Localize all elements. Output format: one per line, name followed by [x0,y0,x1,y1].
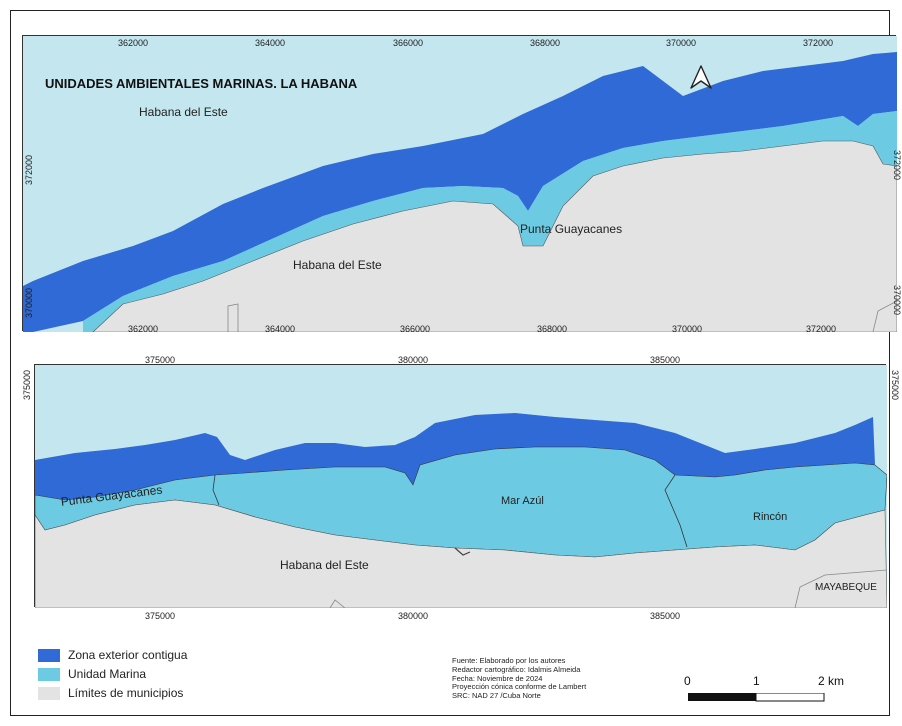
scale-label-0: 0 [684,674,691,688]
bottom-map-svg [35,365,887,608]
mar-azul-label: Mar Azúl [501,495,544,507]
exterior-zone [35,413,875,500]
x-tick-top: 380000 [398,355,429,365]
land-area [92,140,897,332]
source-line: Proyección cónica conforme de Lambert [452,682,587,692]
legend-swatch [38,667,60,681]
source-line: Fuente: Elaborado por los autores [452,656,566,665]
x-tick-top: 375000 [145,355,176,365]
legend-label: Límites de municipios [68,686,184,700]
y-tick-right: 375000 [890,370,900,401]
point-label: Punta Guayacanes [520,222,623,236]
x-tick-bottom: 362000 [128,324,159,334]
source-line: Fecha: Noviembre de 2024 [452,673,543,683]
top-map-svg [23,36,897,332]
legend-swatch [38,648,60,662]
x-tick-bottom: 385000 [650,611,681,621]
municipal-boundary [227,303,239,332]
legend-item-exterior: Zona exterior contigua [38,646,187,664]
legend-swatch [38,686,60,700]
x-tick-bottom: 368000 [537,324,568,334]
y-tick-left: 372000 [24,154,34,185]
legend-item-limites: Límites de municipios [38,684,183,702]
x-tick-bottom: 366000 [400,324,431,334]
x-tick-top: 362000 [118,38,149,48]
mayabeque-label: MAYABEQUE [815,582,877,593]
map-title: UNIDADES AMBIENTALES MARINAS. LA HABANA [45,76,358,91]
legend-label: Zona exterior contigua [68,648,188,662]
legend-item-marina: Unidad Marina [38,665,146,683]
top-map-panel: UNIDADES AMBIENTALES MARINAS. LA HABANA … [22,35,897,332]
marina-zone [83,111,897,332]
x-tick-bottom: 380000 [398,611,429,621]
scale-bar [688,693,825,702]
y-tick-left: 370000 [24,287,34,318]
x-tick-top: 385000 [650,355,681,365]
rincon-label: Rincón [753,511,788,523]
x-tick-bottom: 372000 [806,324,837,334]
x-tick-top: 370000 [666,38,697,48]
land-label: Habana del Este [280,558,369,572]
scale-label-1: 1 [753,674,760,688]
land-label: Habana del Este [293,258,382,272]
municipal-boundary [872,300,897,332]
north-arrow-icon [690,65,712,89]
x-tick-top: 364000 [255,38,286,48]
bottom-map-panel: Punta Guayacanes Mar Azúl Rincón Habana … [34,364,887,608]
sea-label: Habana del Este [139,105,228,119]
scale-label-2: 2 km [818,674,845,688]
municipal-boundary [329,599,346,608]
source-line: Redactor cartográfico: Idalmis Almeida [452,664,581,674]
unit-boundary [212,474,220,506]
x-tick-top: 368000 [530,38,561,48]
source-line: SRC: NAD 27 /Cuba Norte [452,691,541,701]
unit-boundary [664,474,688,548]
y-tick-right: 370000 [892,285,902,316]
legend-label: Unidad Marina [68,667,147,681]
x-tick-top: 366000 [393,38,424,48]
x-tick-bottom: 364000 [265,324,296,334]
municipal-boundary [454,547,471,556]
municipal-boundary [794,569,887,608]
x-tick-bottom: 375000 [145,611,176,621]
x-tick-top: 372000 [803,38,834,48]
map-frame [10,10,890,716]
y-tick-right: 372000 [892,150,902,181]
source-block: Fuente: Elaborado por los autores Redact… [452,656,587,701]
x-tick-bottom: 370000 [672,324,703,334]
y-tick-left: 375000 [22,369,32,400]
exterior-zone [23,52,897,332]
